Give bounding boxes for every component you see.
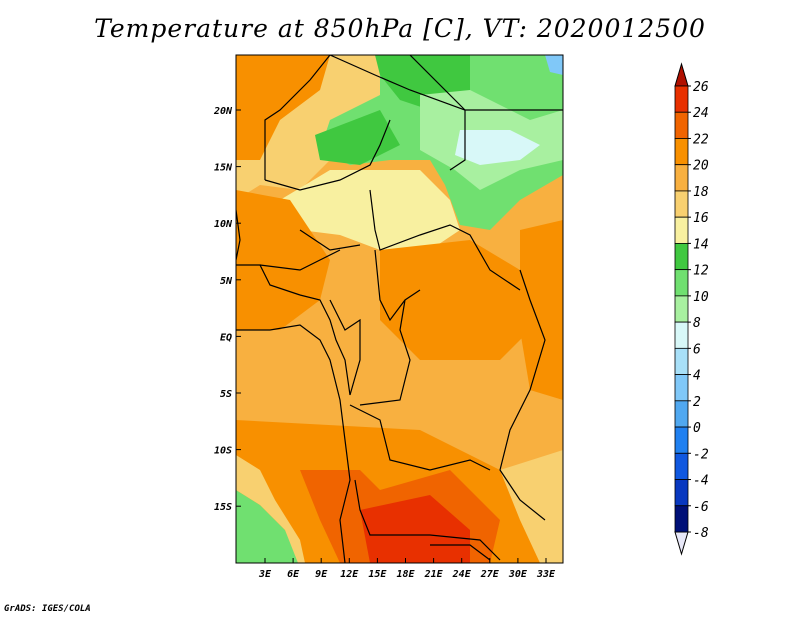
credit-text: GrADS: IGES/COLA bbox=[4, 604, 91, 614]
lon-tick-label: 3E bbox=[258, 569, 272, 580]
lat-tick-label: 5S bbox=[220, 389, 232, 400]
colorbar-segment bbox=[674, 426, 689, 454]
field-red-south bbox=[360, 495, 470, 563]
colorbar-segment bbox=[674, 138, 689, 166]
field-yellow-east bbox=[500, 450, 563, 563]
colorbar-segment bbox=[674, 400, 689, 428]
colorbar-label: 8 bbox=[693, 316, 701, 331]
colorbar-segment bbox=[674, 295, 689, 323]
colorbar-segment bbox=[674, 164, 689, 192]
lat-tick-label: EQ bbox=[220, 332, 232, 343]
colorbar-label: -2 bbox=[693, 447, 709, 462]
lat-tick-label: 10N bbox=[214, 219, 233, 230]
colorbar-segment bbox=[674, 347, 689, 375]
colorbar-label: -8 bbox=[693, 526, 709, 541]
country-borders bbox=[236, 55, 563, 561]
field-orange-central bbox=[380, 240, 540, 360]
colorbar-segment bbox=[674, 269, 689, 297]
colorbar-label: 6 bbox=[693, 342, 701, 357]
colorbar-label: -4 bbox=[693, 474, 709, 489]
lon-tick-label: 24E bbox=[452, 569, 472, 580]
longitude-axis: 3E 6E 9E 12E 15E 18E 21E 24E 27E 30E 33E bbox=[258, 558, 556, 580]
lat-tick-label: 15N bbox=[214, 163, 233, 174]
colorbar-label: 20 bbox=[693, 159, 709, 174]
colorbar-label: 10 bbox=[693, 290, 709, 305]
lat-tick-label: 5N bbox=[220, 276, 233, 287]
map-title: Temperature at 850hPa [C], VT: 202001250… bbox=[94, 14, 706, 43]
lon-tick-label: 15E bbox=[368, 569, 387, 580]
colorbar-label: 14 bbox=[693, 237, 709, 252]
lon-tick-label: 6E bbox=[287, 569, 300, 580]
colorbar-label: 22 bbox=[693, 132, 709, 147]
field-cyan bbox=[455, 130, 540, 165]
lon-tick-label: 21E bbox=[424, 569, 444, 580]
colorbar-label: -6 bbox=[693, 500, 709, 515]
lat-tick-label: 15S bbox=[214, 502, 232, 513]
coastline bbox=[236, 209, 351, 563]
temperature-map: 3E 6E 9E 12E 15E 18E 21E 24E 27E 30E 33E 20N 15N 10N… bbox=[213, 54, 564, 580]
field-yellow-sw bbox=[236, 455, 305, 563]
lat-tick-label: 20N bbox=[213, 106, 233, 117]
colorbar-label: 0 bbox=[693, 421, 701, 436]
lon-tick-label: 33E bbox=[536, 569, 556, 580]
colorbar-top-arrow bbox=[674, 62, 689, 87]
colorbar-segment bbox=[674, 505, 689, 533]
colorbar-label: 18 bbox=[693, 185, 709, 200]
colorbar-segment bbox=[674, 321, 689, 349]
field-yellow-sahel bbox=[280, 170, 460, 250]
colorbar-segment bbox=[674, 243, 689, 271]
lat-tick-label: 10S bbox=[214, 446, 232, 457]
lon-tick-label: 12E bbox=[340, 569, 359, 580]
field-blue-corner bbox=[545, 55, 563, 75]
lon-tick-label: 30E bbox=[508, 569, 528, 580]
colorbar-label: 24 bbox=[693, 106, 709, 121]
colorbar-label: 16 bbox=[693, 211, 709, 226]
colorbar-label: 4 bbox=[693, 369, 701, 384]
colorbar-segment bbox=[674, 374, 689, 402]
lon-tick-label: 27E bbox=[480, 569, 500, 580]
colorbar-segment bbox=[674, 85, 689, 113]
colorbar-segment bbox=[674, 452, 689, 480]
colorbar-label: 2 bbox=[693, 395, 701, 410]
colorbar-segment bbox=[674, 216, 689, 244]
colorbar-bottom-arrow bbox=[674, 531, 689, 556]
latitude-axis: 20N 15N 10N 5N EQ 5S 10S 15S bbox=[213, 106, 241, 513]
lon-tick-label: 9E bbox=[315, 569, 328, 580]
field-orange-gulf bbox=[236, 190, 330, 330]
colorbar-segment bbox=[674, 190, 689, 218]
field-green-dark2 bbox=[315, 110, 400, 165]
colorbar-segment bbox=[674, 479, 689, 507]
colorbar-label: 26 bbox=[693, 80, 709, 95]
map-frame bbox=[235, 54, 564, 564]
lon-tick-label: 18E bbox=[396, 569, 415, 580]
colorbar-segment bbox=[674, 111, 689, 139]
field-orange-east bbox=[520, 220, 563, 400]
field-green-sw bbox=[236, 490, 300, 563]
colorbar-label: 12 bbox=[693, 264, 709, 279]
